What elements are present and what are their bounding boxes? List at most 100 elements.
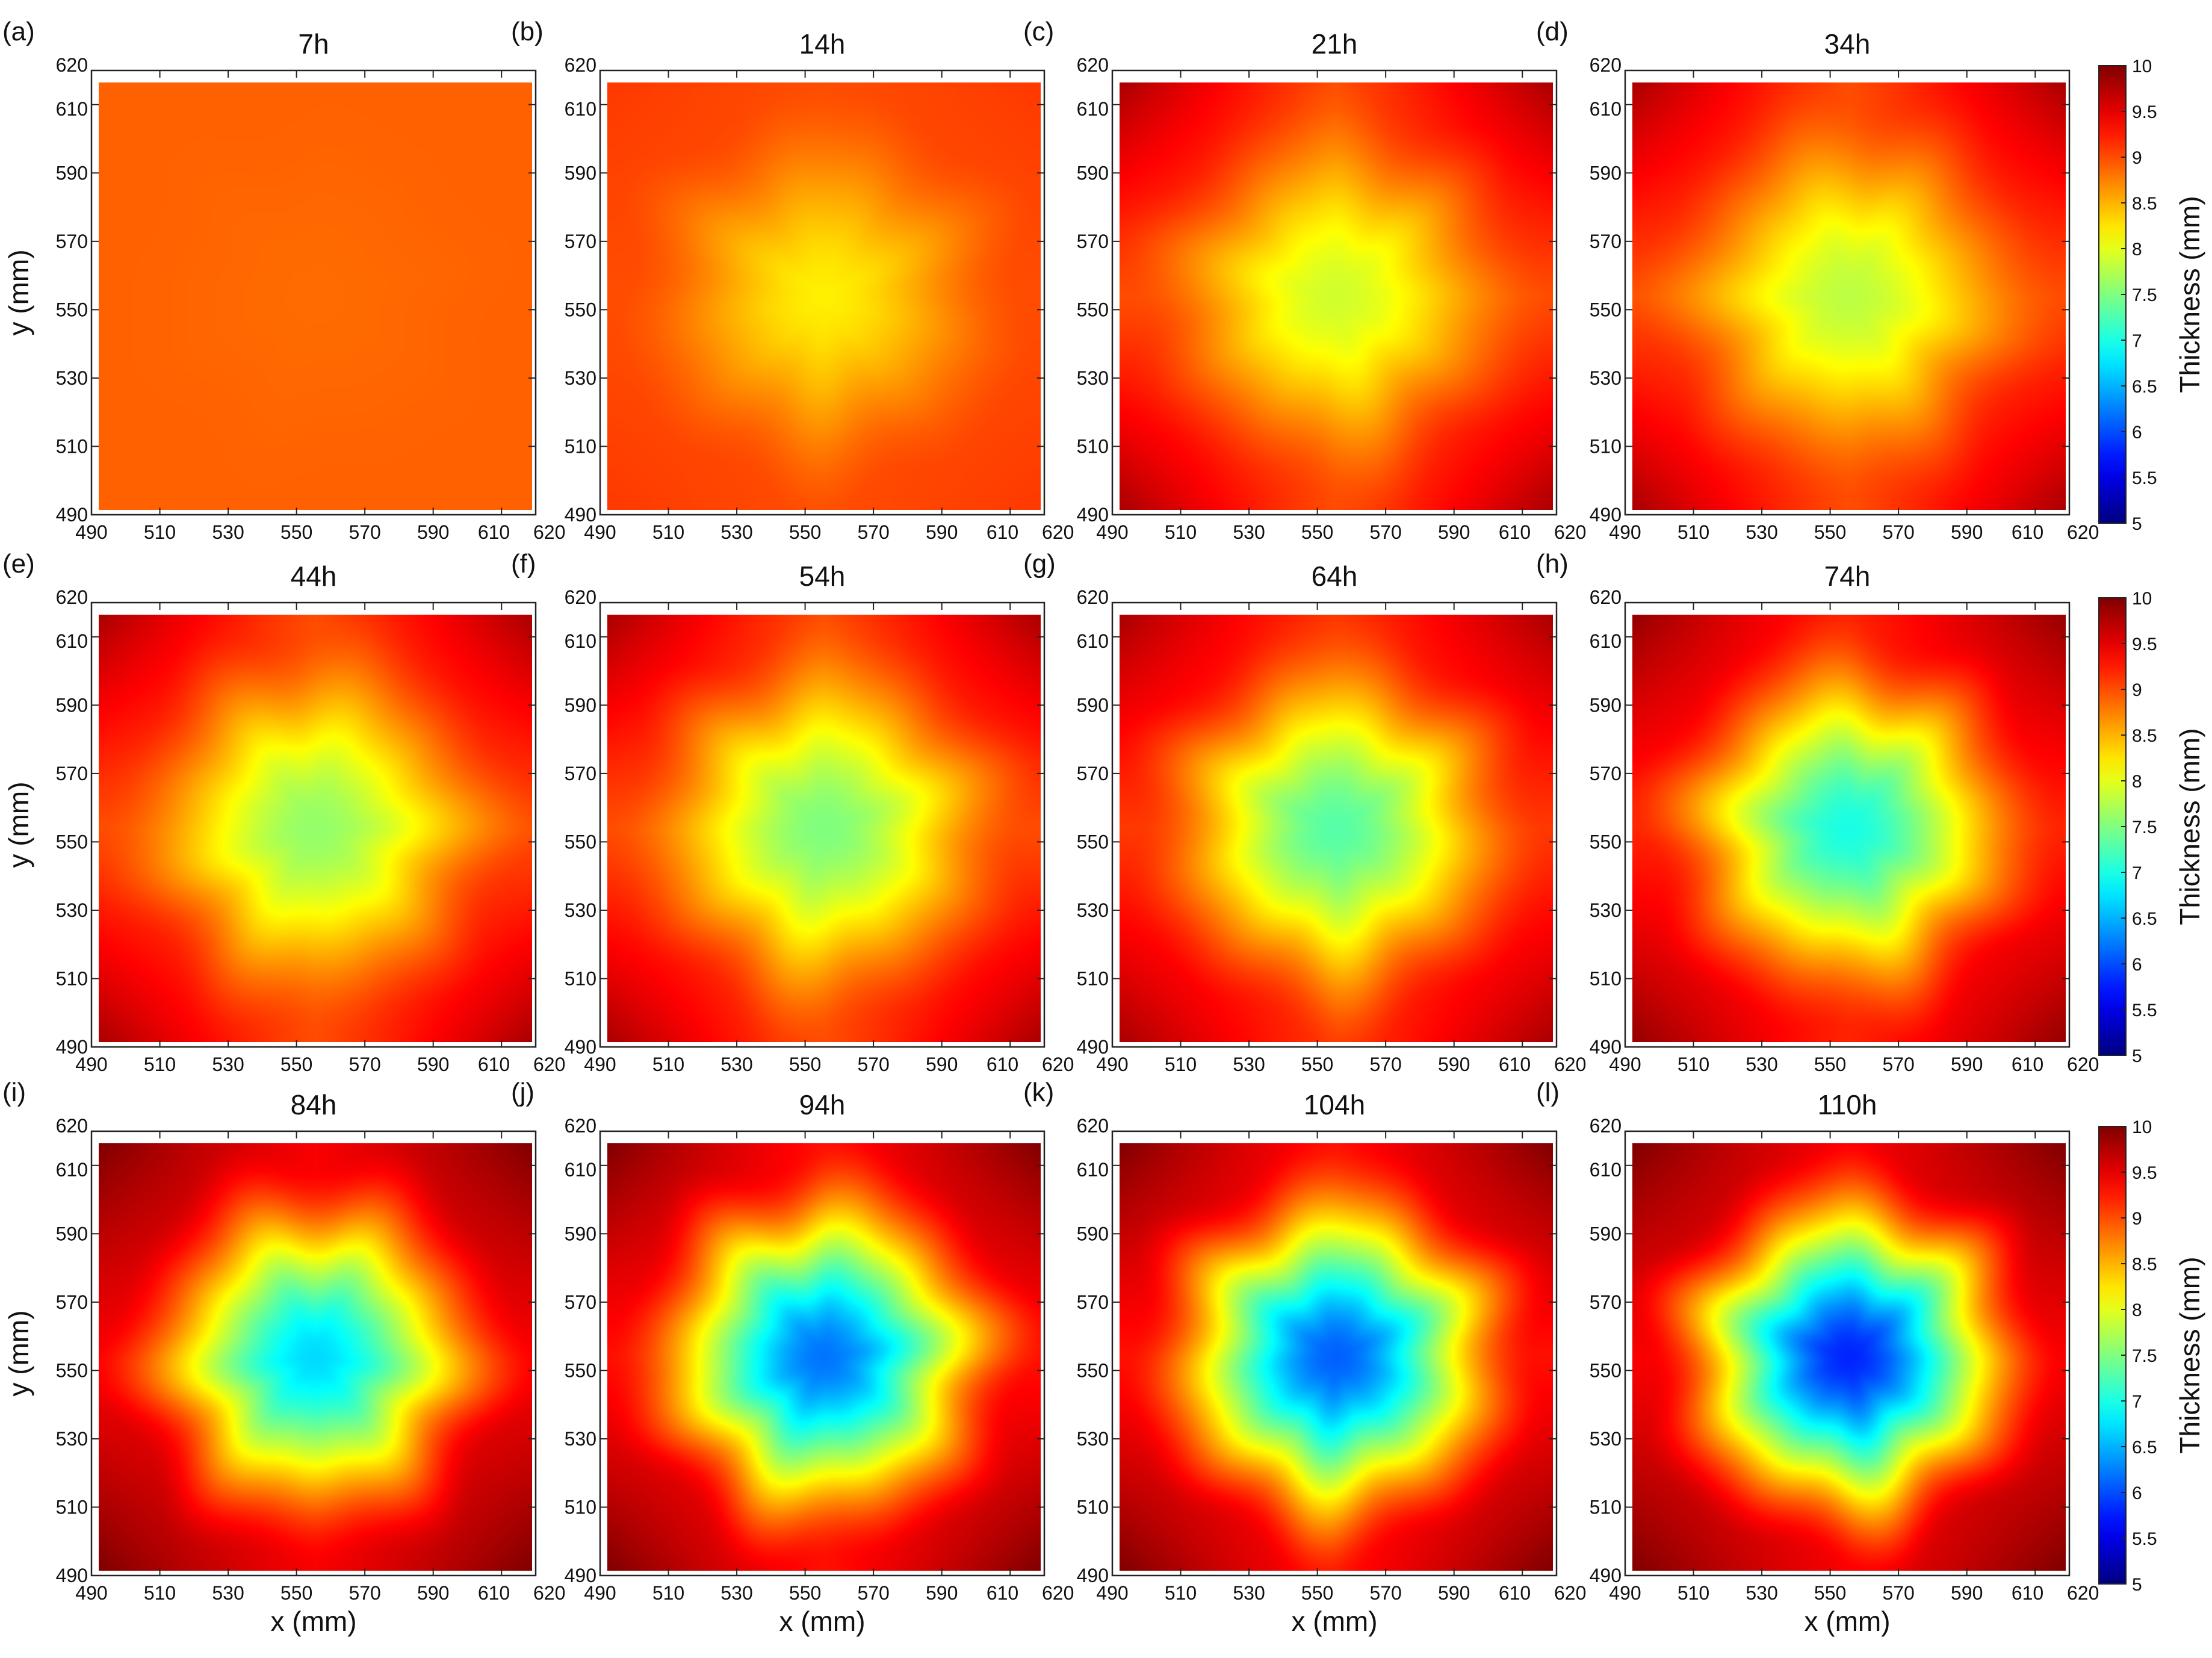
colorbar-label: Thickness (mm) (2174, 196, 2205, 393)
y-tick-label: 490 (56, 504, 88, 526)
x-tick-label: 490 (1096, 1054, 1128, 1075)
panel-label: (h) (1536, 549, 1569, 579)
y-tick-label: 530 (56, 899, 88, 921)
colorbar-tick-label: 8.5 (2132, 1255, 2157, 1275)
x-tick-label: 590 (417, 521, 449, 543)
y-tick-label: 550 (1077, 299, 1109, 320)
panel-title: 84h (291, 1089, 337, 1120)
x-tick-label: 490 (584, 521, 616, 543)
x-tick-label: 550 (1814, 1054, 1846, 1075)
heatmap-image (1120, 1143, 1553, 1571)
y-tick-label: 550 (1590, 831, 1622, 852)
colorbar-tick-label: 6 (2132, 1483, 2142, 1503)
y-tick-label: 620 (56, 54, 88, 76)
panel-label: (d) (1536, 17, 1569, 46)
y-tick-label: 620 (565, 1115, 596, 1137)
y-tick-label: 530 (565, 1428, 596, 1450)
y-tick-label: 510 (1077, 1496, 1109, 1518)
y-tick-label: 490 (1077, 1036, 1109, 1058)
y-tick-label: 570 (1077, 231, 1109, 252)
y-tick-label: 590 (565, 162, 596, 184)
colorbar-tick-label: 8.5 (2132, 726, 2157, 746)
x-tick-label: 620 (1554, 1054, 1586, 1075)
x-tick-label: 620 (1554, 1582, 1586, 1604)
x-tick-label: 550 (1814, 1582, 1846, 1604)
x-tick-label: 550 (280, 1054, 312, 1075)
y-tick-label: 550 (565, 299, 596, 320)
plot-frame (599, 69, 1046, 516)
x-tick-label: 590 (926, 1054, 958, 1075)
x-tick-label: 530 (1233, 521, 1265, 543)
y-tick-label: 510 (56, 1496, 88, 1518)
x-tick-label: 590 (926, 1582, 958, 1604)
y-tick-label: 610 (1590, 98, 1622, 120)
x-tick-label: 510 (1678, 1054, 1709, 1075)
x-tick-label: 550 (1814, 521, 1846, 543)
x-axis-label: x (mm) (1804, 1606, 1890, 1637)
y-tick-label: 570 (1590, 1291, 1622, 1313)
x-tick-label: 610 (478, 521, 510, 543)
panel-label: (g) (1023, 549, 1056, 579)
x-axis-label: x (mm) (1291, 1606, 1377, 1637)
x-tick-label: 510 (1678, 1582, 1709, 1604)
x-tick-label: 530 (1233, 1582, 1265, 1604)
y-tick-label: 620 (565, 54, 596, 76)
x-tick-label: 620 (1042, 1582, 1074, 1604)
x-tick-label: 570 (1882, 1582, 1914, 1604)
x-tick-label: 550 (789, 521, 821, 543)
y-tick-label: 490 (565, 504, 596, 526)
panel-label: (j) (511, 1078, 534, 1107)
panel-label: (l) (1536, 1078, 1560, 1107)
y-tick-label: 550 (56, 299, 88, 320)
y-tick-label: 530 (565, 899, 596, 921)
y-tick-label: 610 (1590, 630, 1622, 652)
panel-label: (i) (2, 1078, 26, 1107)
y-tick-label: 550 (1590, 1359, 1622, 1381)
x-tick-label: 590 (926, 521, 958, 543)
y-tick-label: 590 (1590, 694, 1622, 716)
colorbar-tick-label: 7 (2132, 863, 2142, 883)
x-tick-label: 590 (417, 1582, 449, 1604)
y-axis-label: y (mm) (3, 249, 34, 335)
colorbar-tick-label: 6.5 (2132, 909, 2157, 929)
y-tick-label: 510 (565, 967, 596, 989)
heatmap-image (607, 82, 1041, 510)
y-tick-label: 510 (1590, 1496, 1622, 1518)
y-tick-label: 610 (1077, 1159, 1109, 1181)
y-tick-label: 550 (565, 831, 596, 852)
panel-title: 74h (1824, 560, 1871, 592)
x-tick-label: 510 (652, 1582, 684, 1604)
x-tick-label: 590 (1951, 1582, 1983, 1604)
y-tick-label: 490 (56, 1036, 88, 1058)
y-tick-label: 530 (1077, 899, 1109, 921)
y-tick-label: 530 (1077, 367, 1109, 389)
plot-frame (1624, 69, 2071, 516)
heatmap-image (607, 1143, 1041, 1571)
x-tick-label: 490 (1096, 1582, 1128, 1604)
y-tick-label: 550 (1077, 1359, 1109, 1381)
x-tick-label: 610 (1499, 1582, 1531, 1604)
x-tick-label: 570 (349, 1054, 380, 1075)
y-tick-label: 610 (56, 630, 88, 652)
y-tick-label: 590 (565, 694, 596, 716)
heatmap-image (99, 615, 532, 1042)
x-tick-label: 550 (789, 1582, 821, 1604)
colorbar-tick-label: 8.5 (2132, 194, 2157, 214)
y-tick-label: 610 (56, 98, 88, 120)
x-tick-label: 510 (1165, 521, 1197, 543)
x-tick-label: 530 (212, 1054, 244, 1075)
x-tick-label: 490 (75, 1054, 107, 1075)
x-tick-label: 590 (1951, 521, 1983, 543)
heatmap-image (1120, 82, 1553, 510)
x-tick-label: 610 (2012, 521, 2043, 543)
x-tick-label: 510 (1165, 1582, 1197, 1604)
panel-label: (e) (2, 549, 35, 579)
x-tick-label: 590 (1438, 1582, 1470, 1604)
colorbar-tick-label: 9.5 (2132, 102, 2157, 122)
y-tick-label: 610 (1077, 98, 1109, 120)
y-tick-label: 570 (565, 231, 596, 252)
x-axis-label: x (mm) (779, 1606, 865, 1637)
colorbar-tick-label: 5 (2132, 1575, 2142, 1595)
x-tick-label: 550 (1301, 521, 1333, 543)
y-tick-label: 510 (565, 435, 596, 457)
